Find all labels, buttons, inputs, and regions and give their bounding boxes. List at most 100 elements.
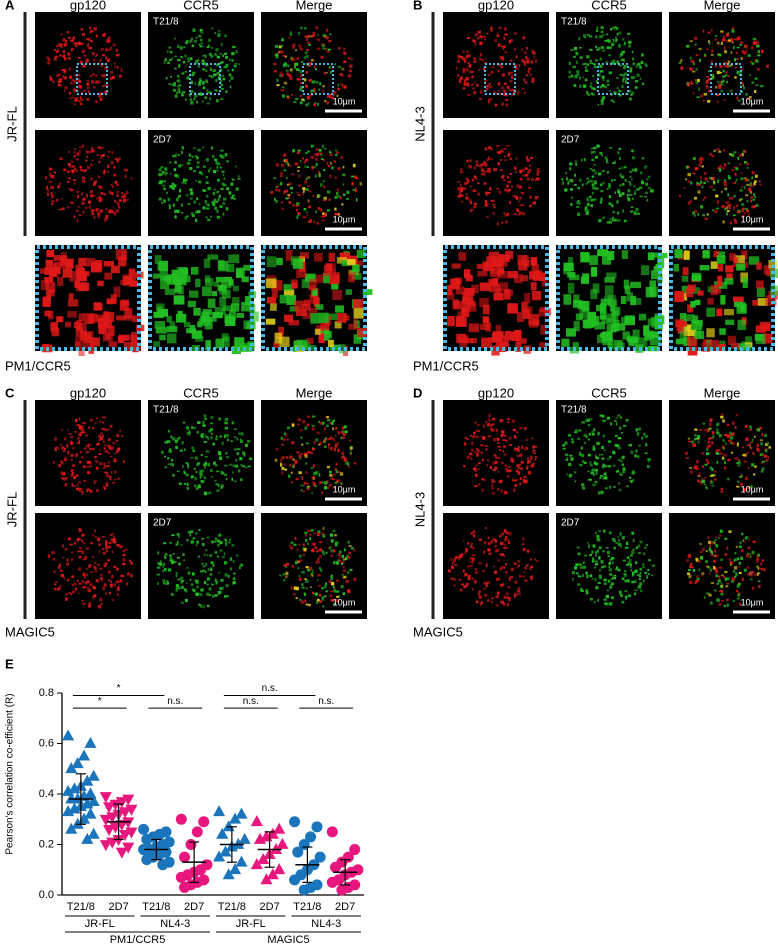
signal-dot xyxy=(648,187,650,189)
signal-dot xyxy=(484,39,486,41)
signal-dot xyxy=(80,103,83,105)
signal-dot xyxy=(574,84,577,87)
signal-dot xyxy=(478,462,481,464)
signal-dot xyxy=(635,449,637,452)
signal-dot xyxy=(525,447,527,449)
signal-dot xyxy=(226,160,229,162)
signal-dot xyxy=(717,71,720,74)
signal-dot xyxy=(122,550,125,552)
signal-dot xyxy=(632,57,634,60)
signal-dot xyxy=(488,101,490,103)
signal-dot xyxy=(126,334,134,340)
signal-dot xyxy=(594,180,596,182)
signal-dot xyxy=(76,191,79,193)
signal-dot xyxy=(284,82,287,85)
signal-dot xyxy=(216,99,219,102)
signal-dot xyxy=(758,50,760,53)
signal-dot xyxy=(103,467,105,469)
signal-dot xyxy=(323,527,325,530)
signal-dot xyxy=(169,542,172,544)
signal-dot xyxy=(734,58,736,61)
signal-dot xyxy=(69,433,72,435)
signal-dot xyxy=(737,71,740,73)
signal-dot xyxy=(634,191,636,194)
signal-dot xyxy=(587,419,590,422)
signal-dot xyxy=(728,530,731,533)
signal-dot xyxy=(272,290,278,298)
signal-dot xyxy=(607,188,609,190)
signal-dot xyxy=(494,293,504,301)
signal-dot xyxy=(631,91,634,94)
signal-dot xyxy=(534,558,536,560)
signal-dot xyxy=(100,156,102,158)
signal-dot xyxy=(310,534,312,536)
signal-dot xyxy=(746,554,749,557)
signal-dot xyxy=(196,101,198,104)
signal-dot xyxy=(494,454,497,456)
signal-dot xyxy=(600,58,602,61)
signal-dot xyxy=(237,438,239,440)
signal-dot xyxy=(756,84,759,86)
signal-dot xyxy=(589,49,592,51)
signal-dot xyxy=(687,180,690,182)
signal-dot xyxy=(64,438,66,441)
signal-dot xyxy=(753,541,755,543)
signal-dot xyxy=(468,575,471,577)
signal-dot xyxy=(194,484,196,487)
signal-dot xyxy=(639,66,642,69)
signal-dot xyxy=(585,209,587,212)
signal-dot xyxy=(717,101,719,104)
signal-dot xyxy=(219,435,222,437)
signal-dot xyxy=(46,189,49,192)
signal-dot xyxy=(61,574,64,577)
signal-dot xyxy=(314,546,317,549)
signal-dot xyxy=(591,159,594,161)
signal-dot xyxy=(157,582,159,585)
signal-dot xyxy=(292,149,295,152)
signal-dot xyxy=(158,168,161,171)
signal-dot xyxy=(616,39,619,41)
signal-dot xyxy=(578,553,581,555)
signal-dot xyxy=(714,479,716,481)
signal-dot xyxy=(597,550,599,553)
micrograph xyxy=(148,130,254,236)
signal-dot xyxy=(331,582,334,585)
zoom-image xyxy=(148,245,259,354)
signal-dot xyxy=(715,570,718,573)
signal-dot xyxy=(304,600,306,602)
signal-dot xyxy=(707,181,709,183)
signal-dot xyxy=(694,79,696,81)
signal-dot xyxy=(690,470,693,473)
signal-dot xyxy=(718,264,723,271)
signal-dot xyxy=(530,566,533,568)
signal-dot xyxy=(54,172,56,174)
signal-dot xyxy=(732,169,735,171)
signal-dot xyxy=(531,437,534,439)
signal-dot xyxy=(509,444,512,446)
signal-dot xyxy=(330,478,333,480)
signal-dot xyxy=(69,293,74,300)
signal-dot xyxy=(694,197,697,200)
signal-dot xyxy=(68,592,71,594)
signal-dot xyxy=(748,538,750,540)
signal-dot xyxy=(180,577,183,580)
signal-dot xyxy=(224,595,226,598)
signal-dot xyxy=(341,555,344,558)
signal-dot xyxy=(320,323,329,331)
signal-dot xyxy=(87,466,90,468)
signal-dot xyxy=(502,151,504,153)
signal-dot xyxy=(162,570,164,573)
signal-dot xyxy=(486,33,488,35)
signal-dot xyxy=(291,472,293,474)
signal-dot xyxy=(725,320,734,325)
signal-dot xyxy=(343,566,345,568)
signal-dot xyxy=(751,205,754,208)
signal-dot xyxy=(309,567,311,570)
signal-dot xyxy=(609,221,612,224)
signal-dot xyxy=(316,81,318,83)
signal-dot xyxy=(611,43,614,46)
signal-dot xyxy=(748,467,750,469)
signal-dot xyxy=(728,175,730,178)
signal-dot xyxy=(314,253,322,262)
signal-dot xyxy=(98,453,101,455)
